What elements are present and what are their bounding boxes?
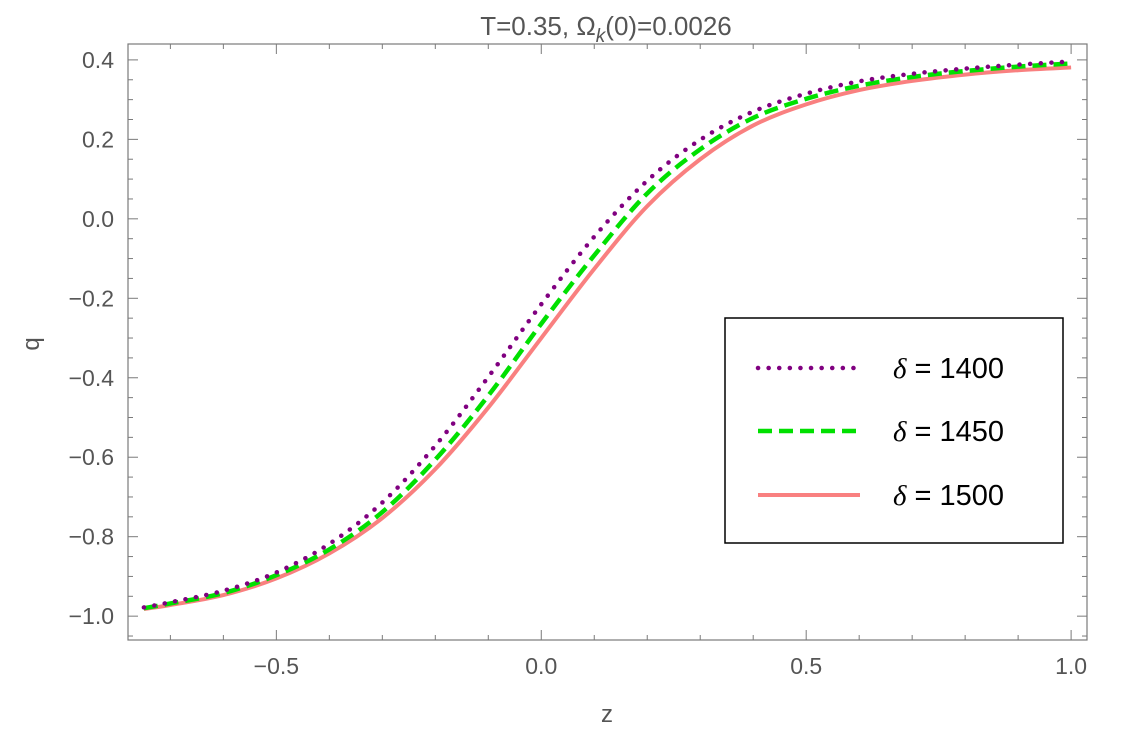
y-tick-label: −0.4 bbox=[69, 365, 115, 391]
legend-label-symbol: δ bbox=[893, 353, 907, 385]
plot-frame bbox=[127, 43, 1088, 641]
y-tick-label: −0.6 bbox=[69, 444, 114, 470]
series-line-3 bbox=[143, 65, 1072, 611]
y-tick-label: −1.0 bbox=[69, 603, 114, 629]
chart-title-tail: (0)=0.0026 bbox=[605, 11, 731, 41]
legend-label-1: δ = 1400 bbox=[893, 353, 1004, 385]
legend-label-3: δ = 1500 bbox=[893, 480, 1004, 512]
legend-label-2: δ = 1450 bbox=[893, 416, 1004, 448]
chart-title-main: T=0.35, Ω bbox=[480, 11, 596, 41]
axis-ticks bbox=[128, 44, 1087, 640]
y-tick-label: 0.0 bbox=[82, 206, 114, 232]
legend-label-value: = 1400 bbox=[906, 353, 1004, 385]
x-tick-label: 1.0 bbox=[1055, 653, 1087, 679]
x-tick-label: 0.5 bbox=[790, 653, 822, 679]
legend-label-value: = 1500 bbox=[906, 480, 1004, 512]
y-axis-title: q bbox=[18, 337, 45, 350]
x-tick-label: 0.0 bbox=[525, 653, 557, 679]
x-axis-title: z bbox=[601, 701, 613, 728]
axis-tick-labels: −0.5 0.0 0.5 1.0 −1.0 −0.8 −0.6 −0.4 −0.2 0.0 0.2 0… bbox=[69, 47, 1088, 679]
y-tick-label: 0.4 bbox=[82, 47, 114, 73]
legend-label-value: = 1450 bbox=[906, 416, 1004, 448]
y-tick-label: 0.2 bbox=[82, 126, 114, 152]
x-tick-label: −0.5 bbox=[254, 653, 299, 679]
axes-frame bbox=[127, 43, 1088, 641]
legend-label-symbol: δ bbox=[893, 480, 907, 512]
chart-title-subscript: k bbox=[596, 26, 607, 47]
chart-title: T=0.35, Ωk(0)=0.0026 bbox=[480, 11, 732, 47]
legend-label-symbol: δ bbox=[893, 416, 907, 448]
y-tick-label: −0.2 bbox=[69, 285, 114, 311]
y-tick-label: −0.8 bbox=[69, 524, 114, 550]
legend-box bbox=[724, 317, 1064, 544]
series-layer bbox=[141, 59, 1074, 611]
